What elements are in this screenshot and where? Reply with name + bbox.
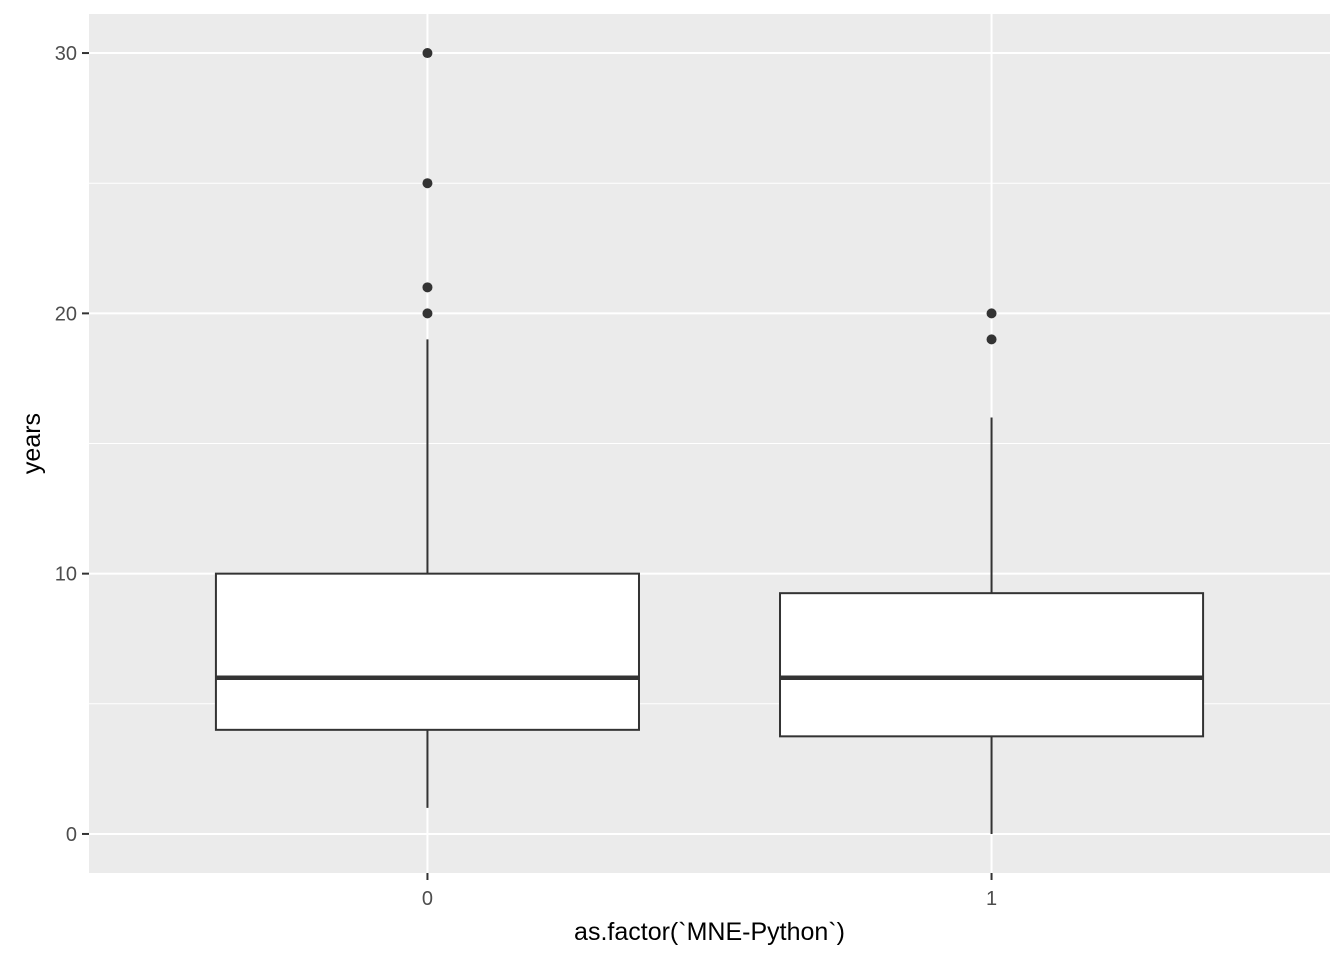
x-axis-title: as.factor(`MNE-Python`): [574, 918, 845, 946]
outlier-point: [986, 308, 997, 319]
outlier-point: [422, 308, 433, 319]
outlier-point: [422, 48, 433, 59]
box-layer: [214, 48, 1205, 834]
outlier-point: [422, 178, 433, 189]
y-tick-label: 30: [55, 43, 77, 65]
outlier-point: [986, 334, 997, 345]
y-tick-label: 0: [66, 824, 77, 846]
y-axis-title: years: [18, 413, 46, 474]
grid-lines: [89, 14, 1330, 873]
box-0: [214, 48, 640, 808]
box-1: [779, 308, 1205, 834]
x-tick-label: 0: [422, 888, 433, 910]
y-tick-label: 20: [55, 303, 77, 325]
axis-ticks: 0 10 20 30 0 1: [55, 43, 997, 910]
interquartile-box: [779, 592, 1205, 738]
interquartile-box: [214, 572, 640, 731]
x-tick-label: 1: [986, 888, 997, 910]
y-tick-label: 10: [55, 564, 77, 586]
outlier-point: [422, 282, 433, 293]
